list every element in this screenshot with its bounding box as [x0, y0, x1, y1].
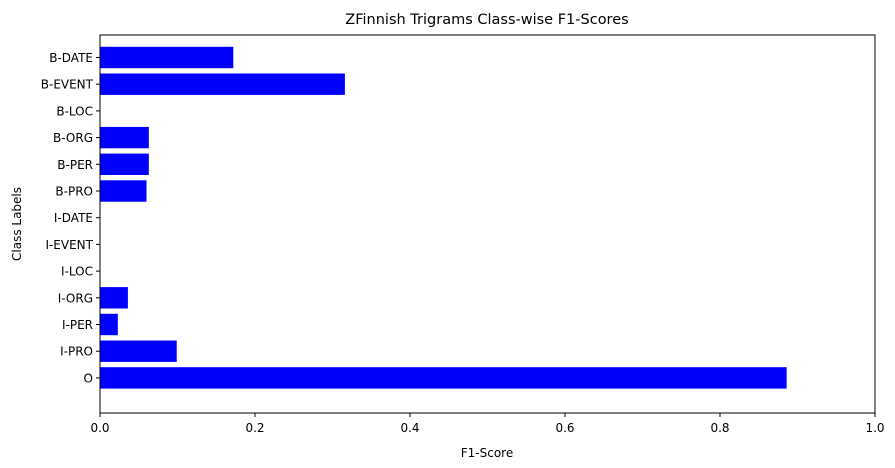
y-tick-label: B-PER — [57, 158, 93, 172]
y-tick-label: B-DATE — [49, 51, 93, 65]
bar-b-date — [100, 46, 234, 69]
bar-i-pro — [100, 340, 177, 362]
x-tick-label: 0.6 — [555, 421, 574, 435]
x-tick-label: 0.2 — [245, 421, 264, 435]
x-tick-label: 0.0 — [90, 421, 109, 435]
y-tick-label: B-LOC — [56, 104, 93, 118]
y-tick-label: O — [84, 371, 93, 385]
y-tick-label: B-EVENT — [41, 78, 94, 92]
bar-b-org — [100, 126, 149, 149]
y-axis-label: Class Labels — [10, 187, 24, 261]
bar-i-per — [100, 313, 118, 336]
x-axis-label: F1-Score — [461, 446, 513, 460]
y-tick-label: I-PRO — [60, 345, 93, 359]
x-tick-label: 0.4 — [400, 421, 419, 435]
y-tick-label: I-ORG — [58, 291, 93, 305]
x-tick-label: 1.0 — [865, 421, 884, 435]
y-tick-label: B-PRO — [55, 185, 93, 199]
y-tick-label: I-LOC — [61, 265, 93, 279]
y-tick-label: B-ORG — [53, 131, 93, 145]
y-tick-label: I-PER — [62, 318, 93, 332]
bars-group — [100, 46, 787, 389]
y-axis-ticks: B-DATE B-EVENT B-LOC B-ORG B-PER B-PRO I-DATE I… — [41, 51, 100, 385]
x-tick-label: 0.8 — [710, 421, 729, 435]
y-tick-label: I-DATE — [54, 211, 93, 225]
bar-b-event — [100, 73, 345, 95]
plot-frame — [99, 34, 876, 414]
chart-title: ZFinnish Trigrams Class-wise F1-Scores — [345, 12, 628, 28]
x-axis-ticks: 0.0 0.2 0.4 0.6 0.8 1.0 — [90, 413, 885, 435]
y-tick-label: I-EVENT — [45, 238, 93, 252]
bar-b-pro — [100, 180, 147, 202]
bar-b-per — [100, 153, 149, 175]
bar-i-org — [100, 287, 128, 309]
bar-o — [100, 367, 787, 389]
